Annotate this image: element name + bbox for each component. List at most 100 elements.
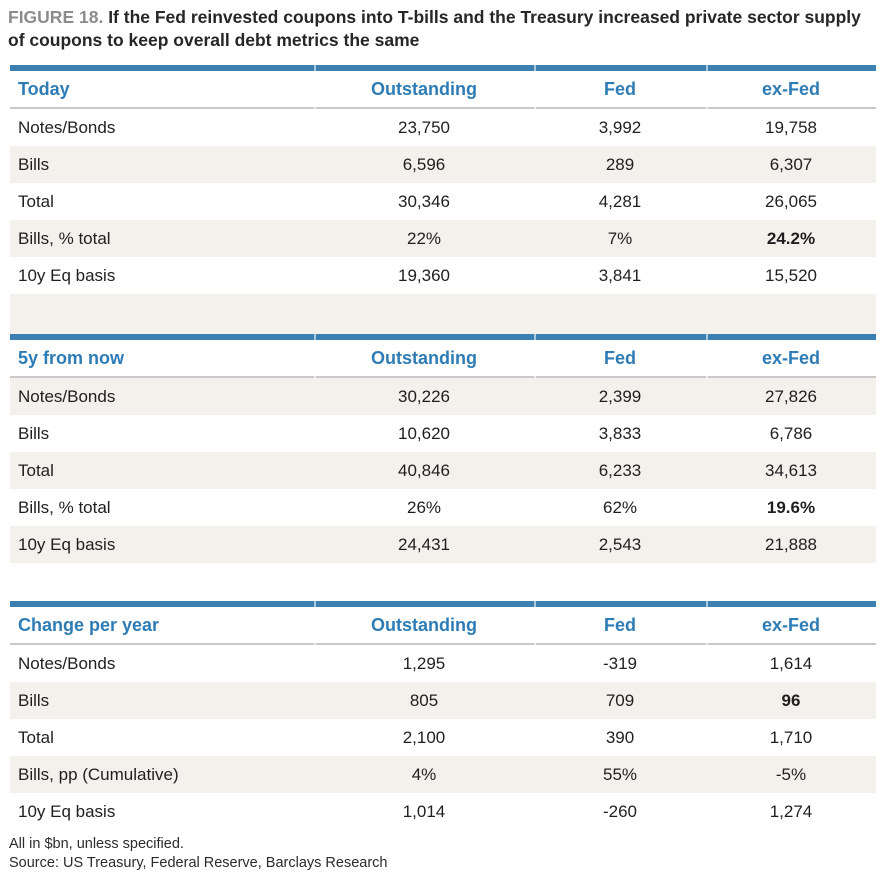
- cell-ex-fed: 6,307: [769, 154, 813, 174]
- cell-ex-fed: 1,710: [769, 727, 813, 747]
- footnotes: All in $bn, unless specified. Source: US…: [9, 835, 876, 873]
- cell-fed: 4,281: [598, 191, 642, 211]
- cell-outstanding: 19,360: [398, 265, 450, 285]
- cell-outstanding: 1,014: [402, 801, 446, 821]
- cell-fed: -260: [602, 801, 638, 821]
- table-top-border: [10, 334, 876, 341]
- cell-fed: 2,543: [598, 534, 642, 554]
- column-header-ex-fed: ex-Fed: [761, 614, 821, 635]
- table-rows: Notes/Bonds 23,750 3,992 19,758 Bills 6,…: [10, 109, 876, 294]
- cell-ex-fed: 26,065: [765, 191, 817, 211]
- header-rule: [10, 643, 876, 646]
- row-label: 10y Eq basis: [18, 265, 116, 285]
- cell-fed: 6,233: [598, 460, 642, 480]
- row-label: Bills: [18, 423, 50, 443]
- table-gap: [10, 563, 876, 602]
- row-label: Bills: [18, 154, 50, 174]
- cell-ex-fed: 27,826: [765, 386, 817, 406]
- cell-fed: 3,841: [598, 265, 642, 285]
- table-row: Bills 10,620 3,833 6,786: [10, 415, 876, 452]
- cell-outstanding: 805: [409, 690, 439, 710]
- cell-ex-fed: 19,758: [765, 117, 817, 137]
- column-header-fed: Fed: [603, 347, 636, 368]
- cell-fed: 3,833: [598, 423, 642, 443]
- cell-outstanding: 26%: [406, 497, 442, 517]
- table-rows: Notes/Bonds 30,226 2,399 27,826 Bills 10…: [10, 378, 876, 564]
- cell-outstanding: 10,620: [398, 423, 450, 443]
- row-label: Bills: [18, 690, 50, 710]
- cell-ex-fed: 1,274: [769, 801, 813, 821]
- cell-ex-fed: 24.2%: [766, 228, 816, 248]
- cell-fed: 62%: [602, 497, 638, 517]
- table-row: Total 2,100 390 1,710: [10, 719, 876, 756]
- table-row: 10y Eq basis 19,360 3,841 15,520: [10, 257, 876, 294]
- table-5y-from-now: 5y from now Outstanding Fed ex-Fed Notes…: [10, 334, 876, 602]
- cell-outstanding: 2,100: [402, 727, 446, 747]
- table-header-row: 5y from now Outstanding Fed ex-Fed: [10, 340, 876, 376]
- figure-title-text: If the Fed reinvested coupons into T-bil…: [8, 7, 861, 51]
- table-top-border: [10, 601, 876, 608]
- cell-fed: 2,399: [598, 386, 642, 406]
- column-header-fed: Fed: [603, 614, 636, 635]
- cell-outstanding: 30,346: [398, 191, 450, 211]
- column-header-outstanding: Outstanding: [371, 614, 477, 635]
- column-header-ex-fed: ex-Fed: [761, 78, 821, 99]
- cell-fed: 3,992: [598, 117, 642, 137]
- cell-fed: 289: [605, 154, 635, 174]
- cell-fed: 7%: [607, 228, 633, 248]
- cell-fed: -319: [602, 653, 638, 673]
- cell-ex-fed: 21,888: [765, 534, 817, 554]
- header-rule: [10, 376, 876, 379]
- cell-fed: 709: [605, 690, 635, 710]
- table-row: Total 40,846 6,233 34,613: [10, 452, 876, 490]
- figure-title: FIGURE 18. If the Fed reinvested coupons…: [8, 6, 878, 52]
- table-change-per-year: Change per year Outstanding Fed ex-Fed N…: [10, 601, 876, 830]
- cell-ex-fed: 19.6%: [766, 497, 816, 517]
- column-header-outstanding: Outstanding: [371, 78, 477, 99]
- table-header-row: Today Outstanding Fed ex-Fed: [10, 71, 876, 107]
- cell-ex-fed: 96: [781, 690, 801, 710]
- cell-outstanding: 23,750: [398, 117, 450, 137]
- table-row: Bills 805 709 96: [10, 682, 876, 720]
- row-label: Total: [18, 460, 54, 480]
- footnote-source: Source: US Treasury, Federal Reserve, Ba…: [9, 855, 388, 872]
- cell-outstanding: 22%: [406, 228, 442, 248]
- table-row: Bills, pp (Cumulative) 4% 55% -5%: [10, 756, 876, 794]
- column-header-outstanding: Outstanding: [371, 347, 477, 368]
- cell-outstanding: 30,226: [398, 386, 450, 406]
- row-label: Notes/Bonds: [18, 653, 116, 673]
- row-label: Total: [18, 727, 54, 747]
- row-label: Bills, % total: [18, 497, 111, 517]
- cell-fed: 55%: [602, 764, 638, 784]
- row-label: 10y Eq basis: [18, 534, 116, 554]
- table-row: Notes/Bonds 30,226 2,399 27,826: [10, 378, 876, 416]
- table-row: Total 30,346 4,281 26,065: [10, 183, 876, 220]
- row-label: Notes/Bonds: [18, 386, 116, 406]
- column-header-fed: Fed: [603, 78, 636, 99]
- footnote-units: All in $bn, unless specified.: [9, 836, 184, 853]
- cell-outstanding: 6,596: [402, 154, 446, 174]
- cell-ex-fed: 1,614: [769, 653, 813, 673]
- table-spacer-row: [10, 294, 876, 335]
- header-rule: [10, 107, 876, 110]
- row-label: Bills, % total: [18, 228, 111, 248]
- table-header-row: Change per year Outstanding Fed ex-Fed: [10, 607, 876, 643]
- cell-fed: 390: [605, 727, 635, 747]
- table-top-border: [10, 65, 876, 72]
- cell-ex-fed: -5%: [775, 764, 807, 784]
- table-today: Today Outstanding Fed ex-Fed Notes/Bonds…: [10, 65, 876, 335]
- cell-outstanding: 1,295: [402, 653, 446, 673]
- cell-ex-fed: 15,520: [765, 265, 817, 285]
- table-heading: Today: [18, 78, 70, 99]
- table-heading: 5y from now: [18, 347, 125, 368]
- row-label: Notes/Bonds: [18, 117, 116, 137]
- table-row: Notes/Bonds 23,750 3,992 19,758: [10, 109, 876, 146]
- row-label: Total: [18, 191, 54, 211]
- table-row: Bills, % total 22% 7% 24.2%: [10, 220, 876, 258]
- table-rows: Notes/Bonds 1,295 -319 1,614 Bills 805 7…: [10, 645, 876, 830]
- table-row: Bills, % total 26% 62% 19.6%: [10, 489, 876, 526]
- table-row: Notes/Bonds 1,295 -319 1,614: [10, 645, 876, 682]
- cell-outstanding: 4%: [411, 764, 437, 784]
- table-row: 10y Eq basis 1,014 -260 1,274: [10, 793, 876, 830]
- cell-ex-fed: 6,786: [769, 423, 813, 443]
